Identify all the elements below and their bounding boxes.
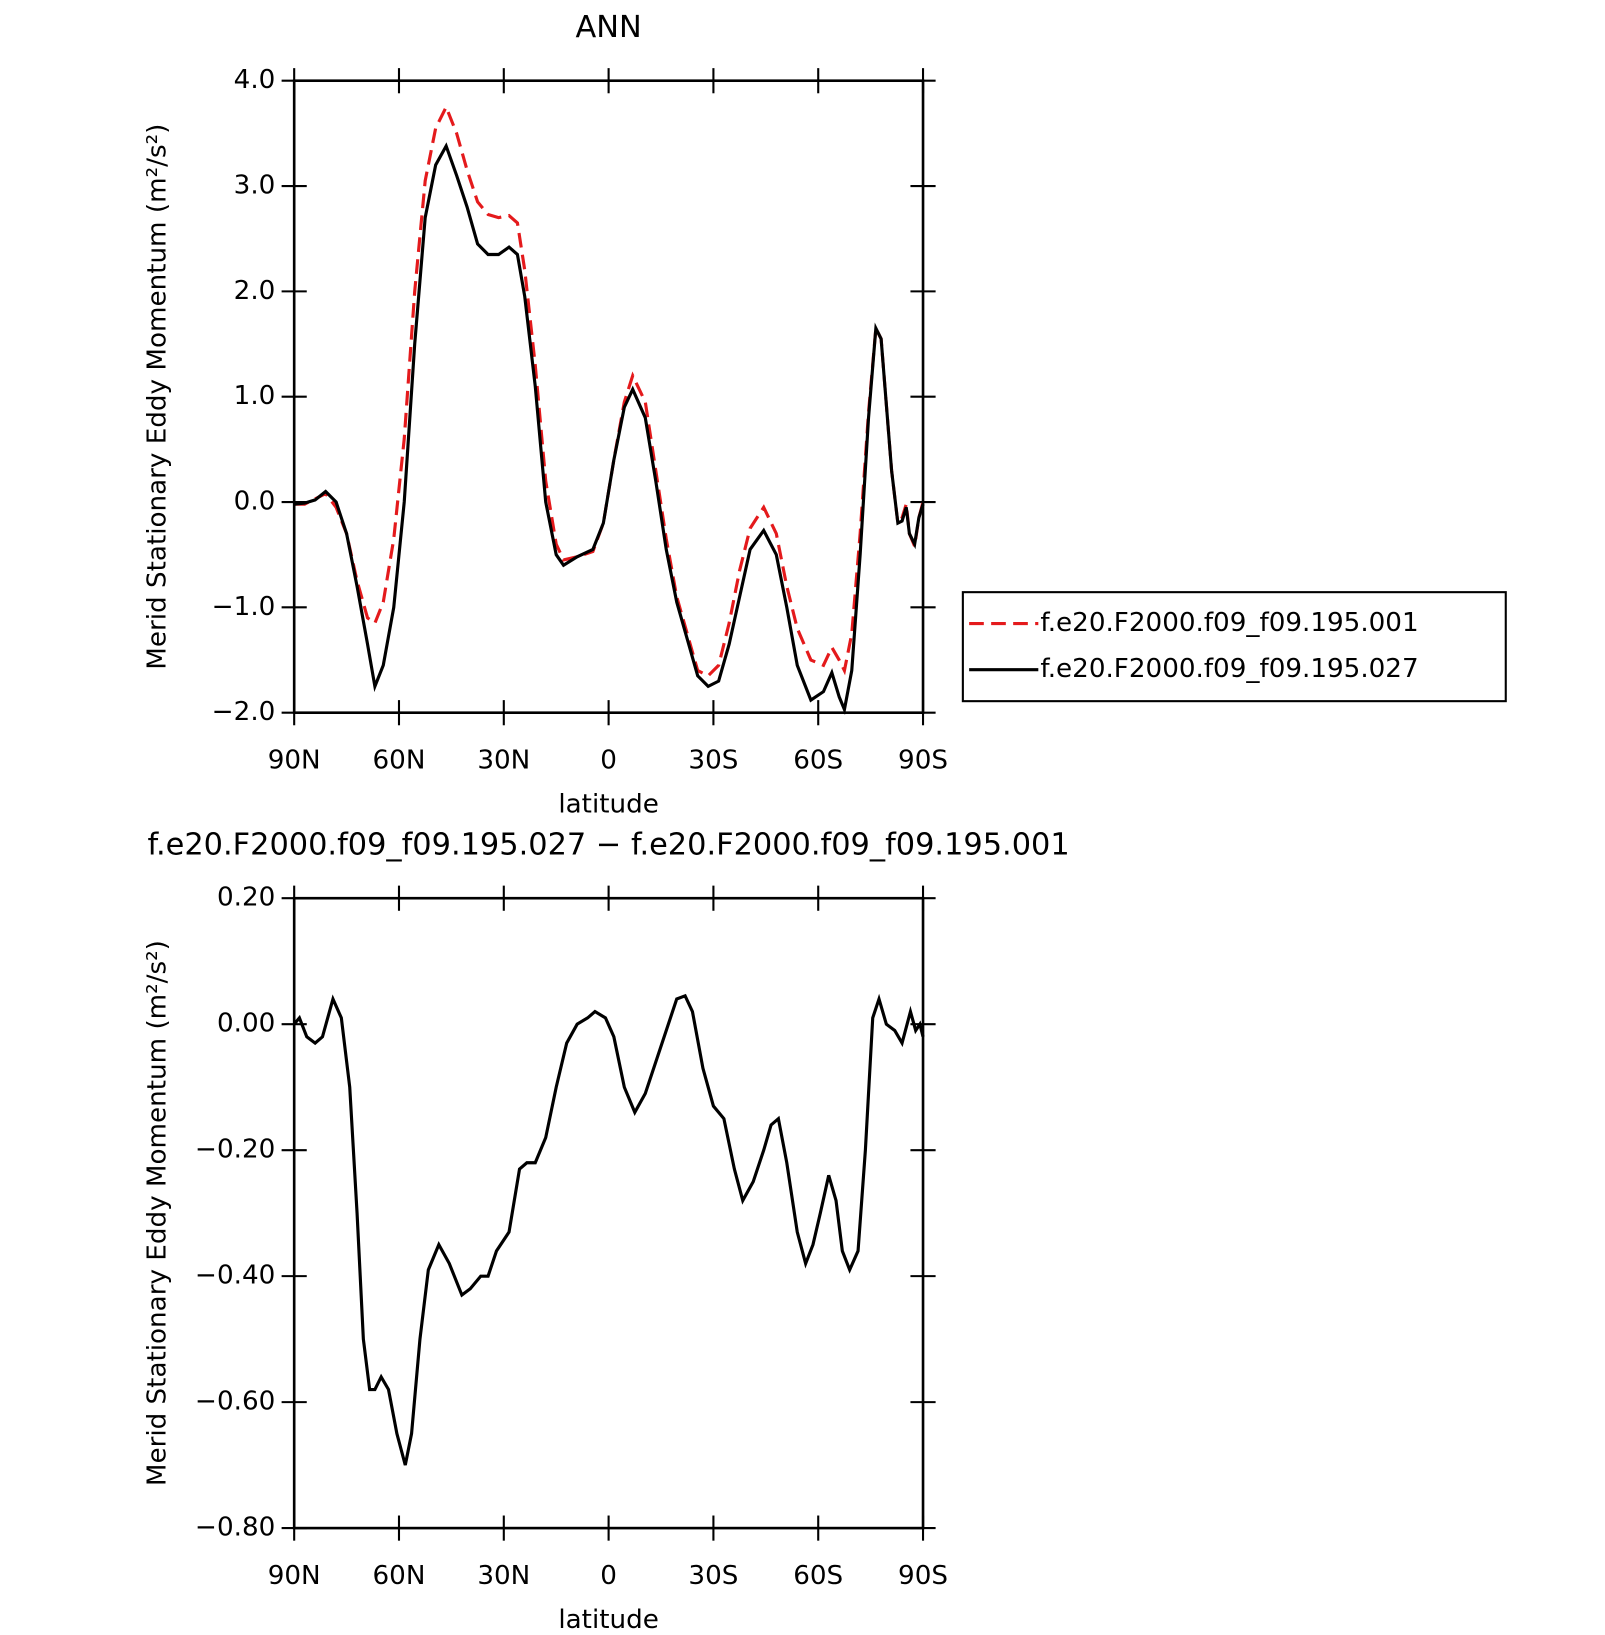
- chart-title: f.e20.F2000.f09_f09.195.027 − f.e20.F200…: [148, 827, 1070, 862]
- x-tick-label: 30S: [688, 745, 738, 775]
- legend-label: f.e20.F2000.f09_f09.195.027: [1040, 654, 1418, 684]
- x-tick-label: 30N: [477, 1561, 530, 1591]
- x-tick-label: 30S: [688, 1561, 738, 1591]
- y-tick-label: −0.20: [195, 1135, 275, 1165]
- x-tick-label: 90S: [898, 745, 948, 775]
- chart-title: ANN: [575, 10, 641, 45]
- y-tick-label: −2.0: [212, 697, 276, 727]
- y-tick-label: −0.80: [195, 1513, 275, 1543]
- legend-label: f.e20.F2000.f09_f09.195.001: [1040, 608, 1418, 638]
- y-tick-label: 4.0: [234, 65, 276, 95]
- y-tick-label: 3.0: [234, 171, 276, 201]
- x-axis-label: latitude: [558, 789, 658, 819]
- x-axis-label: latitude: [558, 1605, 658, 1635]
- legend: f.e20.F2000.f09_f09.195.001 f.e20.F2000.f…: [961, 591, 1507, 703]
- x-tick-label: 90S: [898, 1561, 948, 1591]
- data-line: [294, 142, 925, 716]
- y-tick-label: −1.0: [212, 592, 276, 622]
- y-tick-label: 2.0: [234, 276, 276, 306]
- y-tick-label: 1.0: [234, 381, 276, 411]
- data-line: [294, 103, 925, 678]
- y-tick-label: −0.40: [195, 1261, 275, 1291]
- y-tick-label: −0.60: [195, 1387, 275, 1417]
- x-tick-label: 60S: [793, 745, 843, 775]
- legend-box: [961, 591, 1507, 703]
- x-tick-label: 60N: [373, 745, 426, 775]
- x-tick-label: 0: [600, 745, 617, 775]
- x-tick-label: 60N: [373, 1561, 426, 1591]
- y-tick-label: 0.00: [217, 1009, 275, 1039]
- plot-frame: [292, 79, 925, 715]
- y-tick-label: 0.20: [217, 883, 275, 913]
- y-tick-label: 0.0: [234, 487, 276, 517]
- x-tick-label: 60S: [793, 1561, 843, 1591]
- x-tick-label: 90N: [268, 745, 321, 775]
- x-tick-label: 0: [600, 1561, 617, 1591]
- plot-frame: [292, 896, 925, 1530]
- data-line: [292, 993, 925, 1466]
- y-axis-label: Merid Stationary Eddy Momentum (m²/s²): [142, 124, 172, 670]
- x-tick-label: 30N: [477, 745, 530, 775]
- x-tick-label: 90N: [268, 1561, 321, 1591]
- y-axis-label: Merid Stationary Eddy Momentum (m²/s²): [142, 940, 172, 1486]
